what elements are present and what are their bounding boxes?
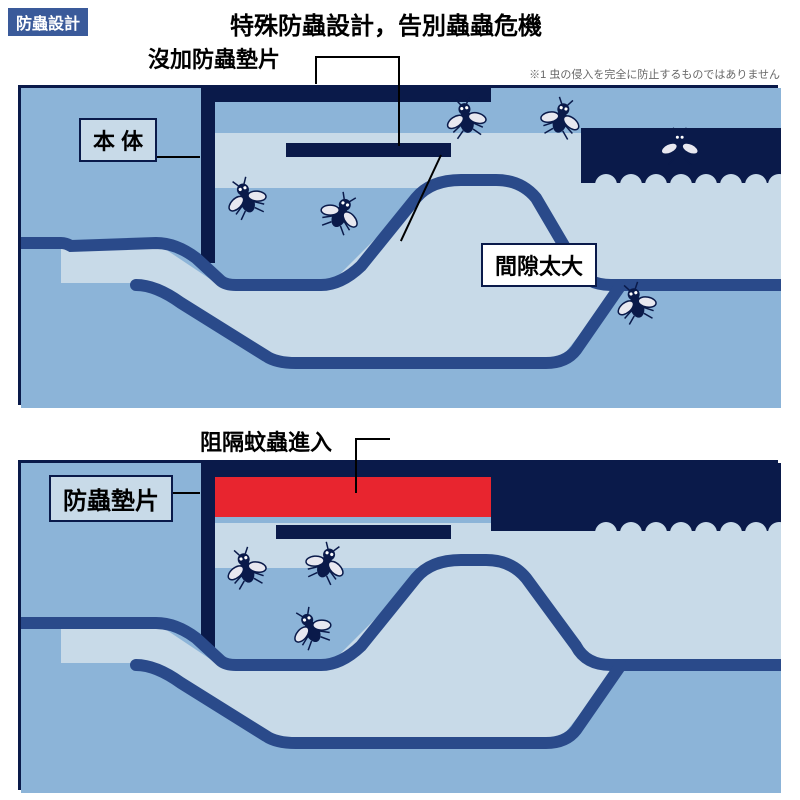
panel-with-gasket: 防蟲墊片 (18, 460, 778, 790)
body-label-box: 本 体 (79, 118, 157, 162)
disclaimer-text: ※1 虫の侵入を完全に防止するものではありません (529, 66, 780, 82)
callout-line (398, 56, 400, 146)
callout-line (315, 56, 317, 84)
design-badge: 防蟲設計 (8, 8, 88, 36)
panel1-sublabel: 沒加防蟲墊片 (148, 42, 280, 74)
main-title: 特殊防蟲設計，告別蟲蟲危機 (230, 6, 542, 41)
gasket-label-box: 防蟲墊片 (49, 475, 173, 522)
panel2-sublabel: 阻隔蚊蟲進入 (200, 425, 332, 457)
callout-line (315, 56, 400, 58)
callout-line (355, 438, 390, 440)
gap-label-box: 間隙太大 (481, 243, 597, 287)
callout-line (355, 438, 357, 493)
